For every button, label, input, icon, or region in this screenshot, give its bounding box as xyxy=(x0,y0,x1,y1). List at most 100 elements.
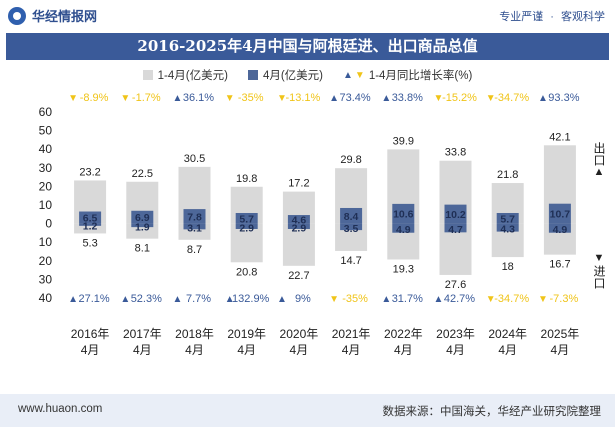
label-import-month: 4.3 xyxy=(500,224,515,236)
top-bar: 华经情报网 专业严谨 · 客观科学 xyxy=(0,0,615,33)
export-growth-icon: ▼ xyxy=(68,93,78,104)
label-import-growth: 42.7% xyxy=(444,293,475,305)
bar-import-month xyxy=(392,223,415,233)
label-export-month: 6.9 xyxy=(135,212,150,224)
x-category-month: 4月 xyxy=(133,343,152,357)
label-import-ytd: 19.3 xyxy=(393,263,414,275)
label-export-month: 7.8 xyxy=(187,211,202,223)
x-category-month: 4月 xyxy=(185,343,204,357)
label-export-growth: -15.2% xyxy=(442,92,477,104)
legend-item-cumulative: 1-4月(亿美元) xyxy=(142,67,228,83)
export-growth-icon: ▼ xyxy=(277,93,287,104)
x-category-year: 2022年 xyxy=(384,327,423,341)
label-import-growth: -34.7% xyxy=(494,293,529,305)
label-import-growth: -35% xyxy=(342,293,368,305)
export-growth-icon: ▼ xyxy=(120,93,130,104)
x-category-month: 4月 xyxy=(551,343,570,357)
y-tick-label: 60 xyxy=(39,105,53,119)
label-export-growth: -35% xyxy=(238,92,264,104)
x-category-year: 2021年 xyxy=(332,327,371,341)
y-tick-label: 50 xyxy=(39,124,53,138)
import-growth-icon: ▲ xyxy=(173,294,183,305)
label-import-growth: 7.7% xyxy=(186,293,211,305)
brand-tags: 专业严谨 · 客观科学 xyxy=(495,8,605,24)
export-growth-icon: ▼ xyxy=(486,93,496,104)
bar-import-month xyxy=(548,223,571,233)
bar-import-month xyxy=(183,223,206,230)
legend-label-month: 4月(亿美元) xyxy=(262,70,323,82)
label-export-ytd: 22.5 xyxy=(132,168,153,180)
label-import-ytd: 8.7 xyxy=(187,244,202,256)
import-growth-icon: ▲ xyxy=(120,294,130,305)
x-category-month: 4月 xyxy=(342,343,361,357)
legend-label-growth: 1-4月同比增长率(%) xyxy=(368,70,473,82)
label-import-growth: 52.3% xyxy=(131,293,162,305)
x-category-year: 2025年 xyxy=(541,327,580,341)
label-import-month: 3.5 xyxy=(344,223,359,235)
label-import-month: 3.1 xyxy=(187,222,202,234)
bar-export-month xyxy=(235,212,258,224)
bar-import-month xyxy=(287,223,310,229)
label-export-month: 5.7 xyxy=(239,213,254,225)
bar-import-month xyxy=(340,223,363,231)
legend: 1-4月(亿美元) 4月(亿美元) ▲ ▼ 1-4月同比增长率(%) xyxy=(0,64,615,86)
bar-import-ytd xyxy=(126,223,159,239)
tag-separator: · xyxy=(550,11,554,23)
label-export-ytd: 29.8 xyxy=(340,154,361,166)
label-export-ytd: 23.2 xyxy=(79,166,100,178)
label-import-ytd: 27.6 xyxy=(445,279,466,291)
bar-export-month xyxy=(392,203,415,224)
label-export-growth: 36.1% xyxy=(183,92,214,104)
import-growth-icon: ▲ xyxy=(434,294,444,305)
label-export-growth: 93.3% xyxy=(548,92,579,104)
x-category-year: 2017年 xyxy=(123,327,162,341)
bar-import-month xyxy=(496,223,519,232)
label-export-month: 6.5 xyxy=(83,213,98,225)
label-import-ytd: 5.3 xyxy=(82,237,97,249)
y-tick-label: 30 xyxy=(39,161,53,175)
x-category-month: 4月 xyxy=(498,343,517,357)
bar-export-month xyxy=(340,207,363,224)
bar-import-month xyxy=(79,223,102,226)
label-export-growth: -1.7% xyxy=(132,92,161,104)
bar-export-month xyxy=(131,210,154,224)
footer-url: www.huaon.com xyxy=(18,403,103,415)
label-export-month: 5.7 xyxy=(500,213,515,225)
label-export-ytd: 17.2 xyxy=(288,178,309,190)
y-tick-label: 40 xyxy=(39,142,53,156)
label-export-month: 10.7 xyxy=(550,209,571,221)
x-category-year: 2023年 xyxy=(436,327,475,341)
chart-title: 2016-2025年4月中国与阿根廷进、出口商品总值 xyxy=(6,33,609,60)
label-import-month: 1.2 xyxy=(83,221,98,233)
triangle-down-icon: ▼ xyxy=(354,69,365,81)
bar-import-ytd xyxy=(282,223,315,266)
export-growth-icon: ▼ xyxy=(225,93,235,104)
import-growth-icon: ▼ xyxy=(329,294,339,305)
export-side-label: 出口 ▲ xyxy=(592,142,606,179)
label-import-ytd: 22.7 xyxy=(288,270,309,282)
arrow-down-icon: ▼ xyxy=(593,252,605,264)
arrow-up-icon: ▲ xyxy=(593,166,605,178)
x-category-year: 2024年 xyxy=(488,327,527,341)
label-export-growth: 33.8% xyxy=(392,92,423,104)
label-export-ytd: 42.1 xyxy=(549,131,570,143)
x-category-year: 2020年 xyxy=(280,327,319,341)
label-import-growth: -7.3% xyxy=(550,293,579,305)
y-tick-label: 10 xyxy=(39,198,53,212)
label-import-month: 2.9 xyxy=(239,222,254,234)
bar-import-ytd xyxy=(230,223,263,263)
import-growth-icon: ▲ xyxy=(68,294,78,305)
y-tick-label: 10 xyxy=(39,235,53,249)
export-growth-icon: ▲ xyxy=(173,93,183,104)
tag-professional: 专业严谨 xyxy=(499,11,544,23)
x-category-year: 2018年 xyxy=(175,327,214,341)
legend-swatch-cumulative xyxy=(142,70,153,80)
legend-label-cumulative: 1-4月(亿美元) xyxy=(157,70,228,82)
brand-name: 华经情报网 xyxy=(32,9,98,24)
y-tick-label: 20 xyxy=(39,254,53,268)
legend-swatch-month xyxy=(247,70,258,80)
footer: www.huaon.com 数据来源：中国海关，华经产业研究院整理 xyxy=(0,394,615,427)
label-import-growth: 27.1% xyxy=(78,293,109,305)
label-export-month: 8.4 xyxy=(344,211,359,223)
